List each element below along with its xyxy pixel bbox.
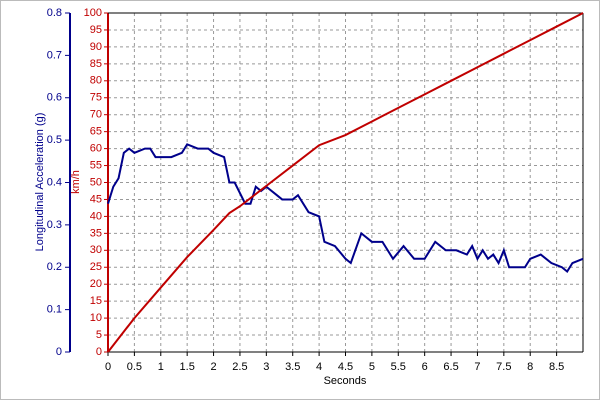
y-tick-label: 0.8	[47, 7, 62, 19]
y-tick-label: 0.4	[47, 176, 62, 188]
y2-tick-label: 90	[90, 41, 102, 53]
x-tick-label: 4.5	[338, 361, 353, 373]
x-tick-label: 8	[527, 361, 533, 373]
y2-tick-label: 20	[90, 278, 102, 290]
x-tick-label: 0	[105, 361, 111, 373]
x-tick-label: 1.5	[180, 361, 195, 373]
y-tick-label: 0.7	[47, 49, 62, 61]
y2-tick-label: 100	[84, 7, 102, 19]
y2-tick-label: 25	[90, 261, 102, 273]
y2-tick-label: 65	[90, 126, 102, 138]
y-tick-label: 0.3	[47, 219, 62, 231]
x-axis-title: Seconds	[324, 375, 367, 387]
y2-tick-label: 30	[90, 244, 102, 256]
x-tick-label: 7	[474, 361, 480, 373]
y2-tick-label: 35	[90, 227, 102, 239]
y-tick-label: 0	[56, 346, 62, 358]
y2-tick-label: 95	[90, 24, 102, 36]
x-tick-label: 3	[263, 361, 269, 373]
data-line	[107, 12, 584, 353]
y2-tick-label: 60	[90, 143, 102, 155]
x-tick-label: 6.5	[443, 361, 458, 373]
x-tick-label: 1	[158, 361, 164, 373]
x-tick-label: 0.5	[127, 361, 142, 373]
data-line	[107, 143, 584, 273]
y2-tick-label: 85	[90, 58, 102, 70]
x-tick-label: 5	[369, 361, 375, 373]
y2-tick-label: 0	[96, 346, 102, 358]
y-tick-label: 0.2	[47, 261, 62, 273]
x-tick-label: 3.5	[285, 361, 300, 373]
y2-axis-title: km/h	[70, 170, 82, 194]
y2-tick-label: 10	[90, 312, 102, 324]
y-tick-label: 0.6	[47, 92, 62, 104]
x-tick-label: 4	[316, 361, 322, 373]
y-tick-label: 0.1	[47, 304, 62, 316]
x-tick-label: 2.5	[232, 361, 247, 373]
y-tick-label: 0.5	[47, 134, 62, 146]
y2-tick-label: 55	[90, 159, 102, 171]
x-tick-label: 6	[422, 361, 428, 373]
y2-tick-label: 75	[90, 92, 102, 104]
y2-tick-label: 15	[90, 295, 102, 307]
x-tick-label: 5.5	[391, 361, 406, 373]
y2-tick-label: 80	[90, 75, 102, 87]
x-tick-label: 7.5	[496, 361, 511, 373]
y-axis-title: Longitudinal Acceleration (g)	[34, 113, 46, 252]
y2-tick-label: 50	[90, 176, 102, 188]
y2-tick-label: 70	[90, 109, 102, 121]
x-tick-label: 2	[210, 361, 216, 373]
y2-tick-label: 40	[90, 210, 102, 222]
x-tick-label: 8.5	[549, 361, 564, 373]
y2-tick-label: 5	[96, 329, 102, 341]
y2-tick-label: 45	[90, 193, 102, 205]
